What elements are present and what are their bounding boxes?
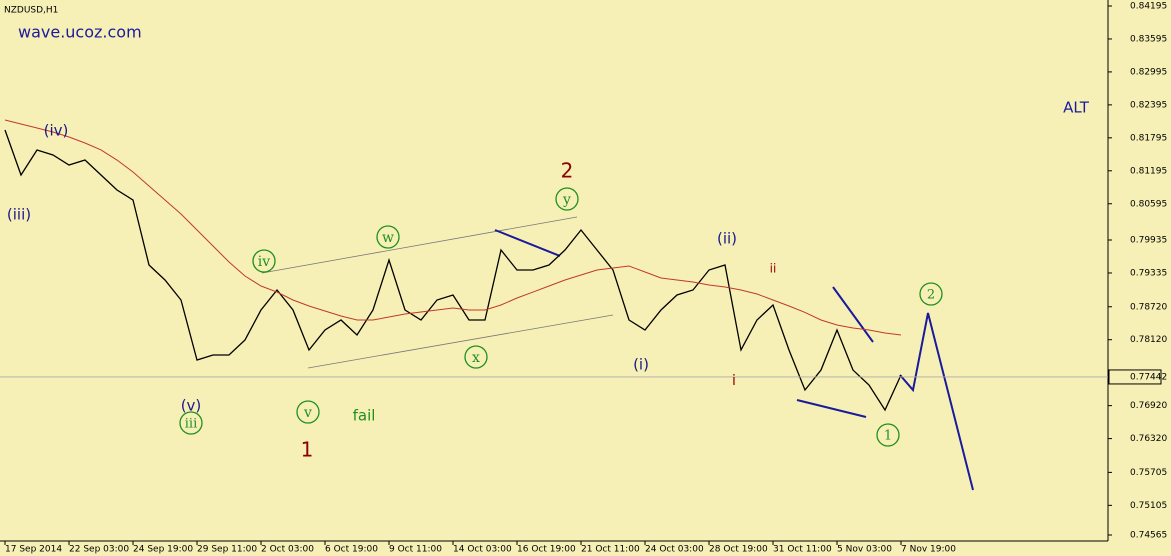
x-tick-label: 5 Nov 03:00 [837,545,892,555]
x-tick-label: 17 Sep 2014 [5,545,62,555]
y-tick-label: 0.84195 [1130,2,1167,12]
trend-line [832,286,874,343]
y-tick-label: 0.75705 [1130,468,1167,478]
moving-average [4,119,902,336]
x-tick-label: 6 Oct 19:00 [325,545,378,555]
y-tick-label: 0.82395 [1130,100,1167,110]
label-circle [919,282,943,306]
wave-label: w [382,230,394,246]
wave-label: ii [770,262,777,276]
y-tick-label: 0.76920 [1130,401,1167,411]
wave-label: (iii) [7,206,31,224]
y-tick-label: 0.75105 [1130,501,1167,511]
wave-label: 1 [884,429,892,444]
x-tick-label: 22 Sep 03:00 [69,545,129,555]
label-circle [296,400,320,424]
wave-label: i [732,373,736,389]
wave-label: (ii) [717,230,737,248]
label-circle [376,225,400,249]
chart-title: NZDUSD,H1 [4,6,58,16]
y-tick-label: 0.76320 [1130,434,1167,444]
x-tick-label: 24 Oct 03:00 [645,545,704,555]
y-tick-label: 0.79335 [1130,268,1167,278]
x-tick-label: 2 Oct 03:00 [261,545,314,555]
label-circle [252,249,276,273]
x-tick-label: 7 Nov 19:00 [901,545,956,555]
x-tick-label: 21 Oct 11:00 [581,545,640,555]
wave-label: v [303,405,312,421]
wave-label: 1 [301,438,314,462]
wave-label: fail [353,407,376,425]
wave-label: 2 [927,288,935,303]
y-tick-label: 0.79935 [1130,236,1167,246]
x-tick-label: 24 Sep 19:00 [133,545,193,555]
x-tick-label: 28 Oct 19:00 [709,545,768,555]
wave-label: iii [185,417,197,432]
x-tick-label: 31 Oct 11:00 [773,545,832,555]
trend-line [796,399,867,418]
x-tick-label: 14 Oct 03:00 [453,545,512,555]
wave-label: (v) [181,397,202,415]
alt-label: ALT [1063,99,1090,117]
trend-lines [494,229,974,491]
label-circle [876,423,900,447]
y-tick-label: 0.80595 [1130,199,1167,209]
channel [261,216,614,369]
wave-label: iv [258,254,270,270]
price-line [4,129,902,412]
y-tick-label: 0.81195 [1130,166,1167,176]
label-circle [179,411,203,435]
x-tick-label: 29 Sep 11:00 [197,545,257,555]
forecast-line [899,312,974,491]
y-tick-label: 0.82995 [1130,67,1167,77]
watermark: wave.ucoz.com [18,23,142,42]
channel-line [261,216,578,274]
label-circle [464,345,488,369]
label-circle [555,187,579,211]
x-tick-label: 9 Oct 11:00 [389,545,442,555]
wave-label: y [562,192,571,208]
y-tick-label: 0.74565 [1130,531,1167,541]
trend-line [494,229,561,257]
wave-label: (iv) [44,122,69,140]
wave-label: x [472,350,480,366]
wave-label: 2 [561,159,574,183]
y-tick-label: 0.83595 [1130,34,1167,44]
current-price-label: 0.77442 [1130,372,1167,382]
y-tick-label: 0.81795 [1130,133,1167,143]
channel-line [307,314,614,369]
y-tick-label: 0.78720 [1130,302,1167,312]
x-tick-label: 16 Oct 19:00 [517,545,576,555]
wave-label: (i) [633,356,649,374]
y-tick-label: 0.78120 [1130,335,1167,345]
current-price-box [1108,369,1162,385]
